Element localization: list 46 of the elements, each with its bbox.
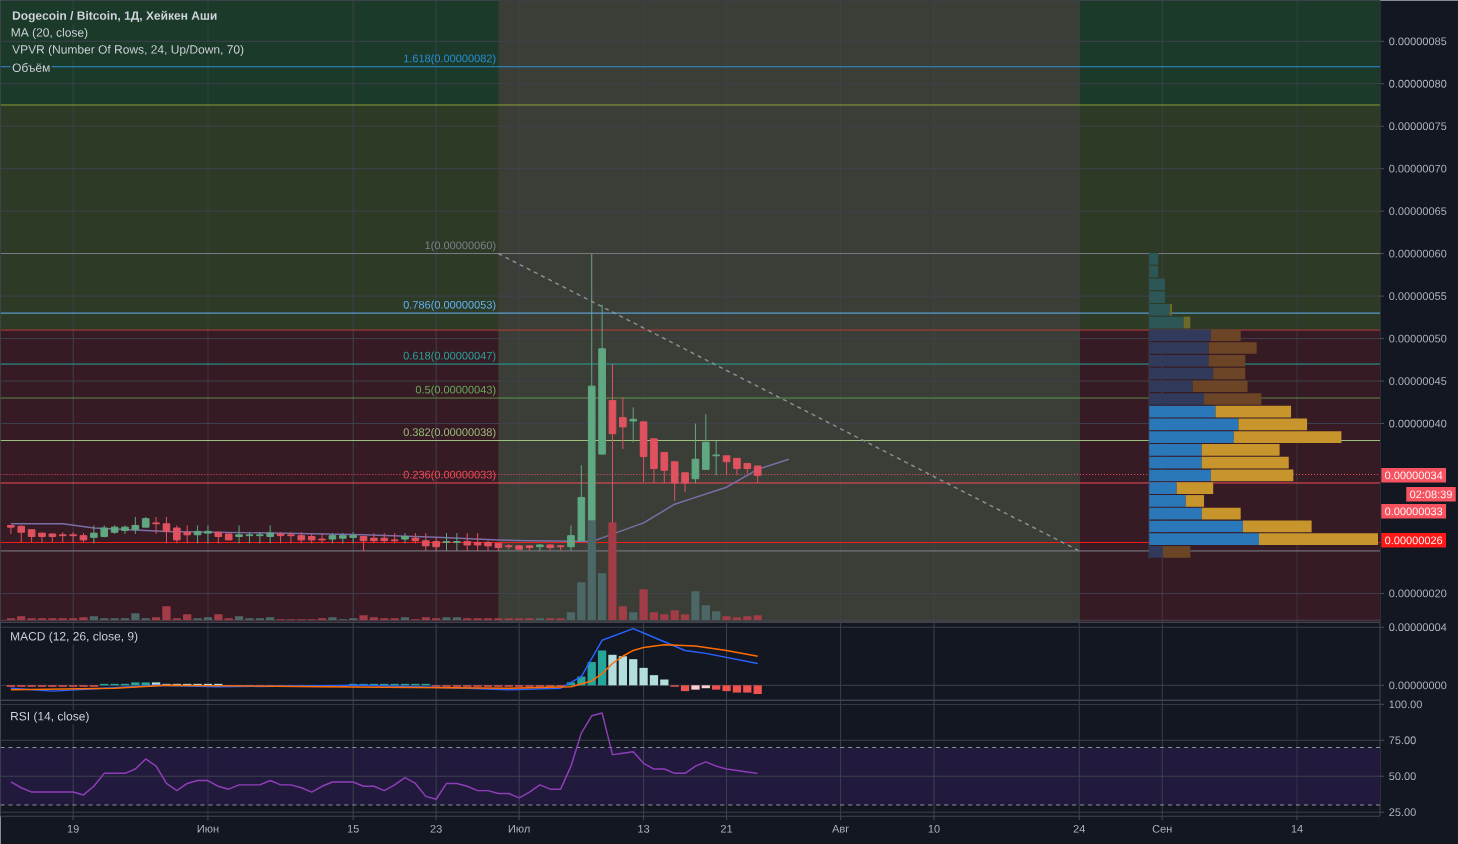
y-tick-label: 0.00000075 <box>1389 122 1447 131</box>
y-tick-label: 0.00000065 <box>1389 207 1447 215</box>
y-tick-label: 25.00 <box>1389 808 1416 816</box>
y-tick-label: 0.00000045 <box>1389 377 1447 385</box>
chart-title: Объём <box>12 62 50 72</box>
x-tick-label: 13 <box>638 824 650 833</box>
x-tick-label: 23 <box>430 824 442 833</box>
ref-line-label: 0.382(0.00000038) <box>403 427 496 439</box>
x-tick-label: 21 <box>720 824 733 833</box>
text: MACD (12, 26, close, 9) <box>11 631 138 643</box>
y-tick-label: 0.00000004 <box>1389 623 1447 632</box>
ref-line-label: 1.618(0.00000082) <box>404 54 496 65</box>
x-tick-label: 14 <box>1291 824 1303 833</box>
x-tick-label: Июл <box>508 824 530 833</box>
ref-line-label: 0.5(0.00000043) <box>415 385 496 396</box>
x-tick-label: Авг <box>832 824 849 833</box>
text: 0.00000033 <box>1385 507 1443 516</box>
text: RSI (14, close) <box>11 711 89 723</box>
ref-line-label: 1(0.00000060) <box>425 241 496 252</box>
annotation: VPVR (Number Of Rows, 24, Up/Down, 70) <box>12 44 244 56</box>
ref-line-label: 0.618(0.00000047) <box>403 351 496 362</box>
y-tick-label: 0.00000050 <box>1389 334 1447 343</box>
y-tick-label: 0.00000080 <box>1389 79 1447 88</box>
text: MA (20, close) <box>11 27 88 39</box>
x-tick-label: Июн <box>197 824 219 833</box>
text: Dogecoin / Bitcoin, 1Д, Хейкен Аши <box>12 10 217 23</box>
text: 0.00000034 <box>1385 471 1443 480</box>
x-tick-label: 24 <box>1073 824 1086 833</box>
y-tick-label: 0.00000020 <box>1389 589 1447 598</box>
y-tick-label: 0.00000040 <box>1389 419 1447 428</box>
ref-line-label: 0.236(0.00000033) <box>403 470 496 481</box>
y-tick-label: 50.00 <box>1389 772 1416 781</box>
x-tick-label: 15 <box>347 824 359 833</box>
ref-line-label: 0.786(0.00000053) <box>403 300 496 311</box>
y-tick-label: 75.00 <box>1389 736 1416 745</box>
y-tick-label: 0.00000055 <box>1389 292 1447 300</box>
y-tick-label: 0.00000085 <box>1389 37 1447 46</box>
text: 02:08:39 <box>1410 490 1452 499</box>
x-tick-label: Сен <box>1152 824 1172 833</box>
y-tick-label: 100.00 <box>1389 700 1422 709</box>
x-tick-label: 10 <box>928 824 940 833</box>
x-tick-label: 19 <box>67 824 79 833</box>
y-tick-label: 0.00000060 <box>1389 249 1447 258</box>
y-tick-label: 0.00000070 <box>1389 164 1447 173</box>
y-tick-label: 0.00000000 <box>1389 681 1447 690</box>
text: 0.00000026 <box>1385 536 1443 545</box>
